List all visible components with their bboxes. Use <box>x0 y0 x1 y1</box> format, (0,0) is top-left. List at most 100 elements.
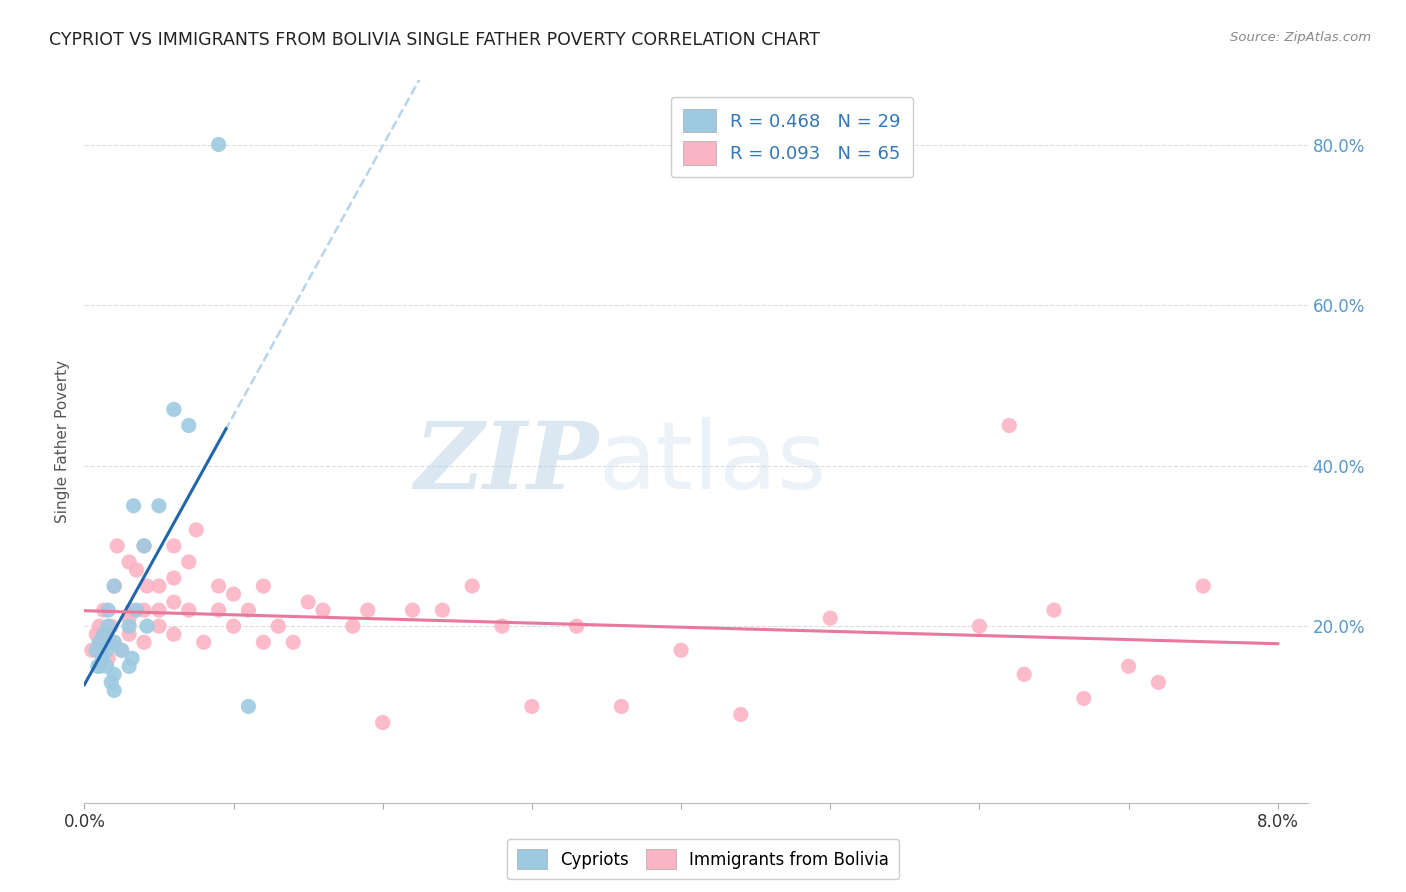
Point <box>97 651 120 665</box>
Point <box>238 699 260 714</box>
Point <box>163 627 186 641</box>
Point <box>818 611 841 625</box>
Point <box>100 675 122 690</box>
Point <box>118 627 141 641</box>
Point <box>1192 579 1215 593</box>
Point <box>121 651 143 665</box>
Point <box>89 635 111 649</box>
Point <box>669 643 692 657</box>
Point <box>103 579 125 593</box>
Point <box>969 619 991 633</box>
Point <box>238 603 260 617</box>
Point <box>186 523 208 537</box>
Point <box>103 683 125 698</box>
Point <box>163 595 186 609</box>
Point <box>610 699 633 714</box>
Point <box>105 539 128 553</box>
Point <box>118 619 141 633</box>
Point <box>118 611 141 625</box>
Point <box>163 402 186 417</box>
Point <box>103 635 125 649</box>
Point <box>432 603 454 617</box>
Point <box>103 667 125 681</box>
Point <box>148 499 170 513</box>
Point <box>89 659 111 673</box>
Point <box>357 603 380 617</box>
Point <box>96 659 118 673</box>
Point <box>207 603 229 617</box>
Point <box>84 643 107 657</box>
Point <box>111 643 134 657</box>
Point <box>89 635 111 649</box>
Point <box>401 603 423 617</box>
Point <box>84 627 107 641</box>
Point <box>222 619 245 633</box>
Point <box>80 643 103 657</box>
Point <box>87 659 110 673</box>
Text: atlas: atlas <box>598 417 827 509</box>
Point <box>491 619 513 633</box>
Text: Source: ZipAtlas.com: Source: ZipAtlas.com <box>1230 31 1371 45</box>
Y-axis label: Single Father Poverty: Single Father Poverty <box>55 360 70 523</box>
Point <box>371 715 394 730</box>
Point <box>998 418 1021 433</box>
Point <box>193 635 215 649</box>
Point <box>93 627 115 641</box>
Point <box>177 418 200 433</box>
Point <box>730 707 752 722</box>
Point <box>342 619 364 633</box>
Point <box>97 619 120 633</box>
Point <box>148 579 170 593</box>
Point <box>148 603 170 617</box>
Point <box>121 603 143 617</box>
Point <box>163 571 186 585</box>
Point <box>132 603 155 617</box>
Point <box>207 137 229 152</box>
Point <box>1147 675 1170 690</box>
Point <box>96 643 118 657</box>
Point <box>89 619 111 633</box>
Legend: R = 0.468   N = 29, R = 0.093   N = 65: R = 0.468 N = 29, R = 0.093 N = 65 <box>671 96 914 178</box>
Point <box>91 643 114 657</box>
Point <box>93 603 115 617</box>
Point <box>297 595 319 609</box>
Point <box>283 635 305 649</box>
Point <box>97 603 120 617</box>
Point <box>98 635 121 649</box>
Point <box>118 659 141 673</box>
Point <box>1073 691 1095 706</box>
Point <box>132 635 155 649</box>
Point <box>252 635 274 649</box>
Point <box>252 579 274 593</box>
Point <box>163 539 186 553</box>
Point <box>103 635 125 649</box>
Point <box>267 619 290 633</box>
Point <box>125 603 148 617</box>
Point <box>461 579 484 593</box>
Text: ZIP: ZIP <box>413 418 598 508</box>
Point <box>565 619 588 633</box>
Point <box>111 643 134 657</box>
Point <box>100 619 122 633</box>
Point <box>1118 659 1140 673</box>
Point <box>91 651 114 665</box>
Point <box>136 579 159 593</box>
Point <box>132 539 155 553</box>
Point <box>207 579 229 593</box>
Point <box>103 579 125 593</box>
Point <box>132 539 155 553</box>
Point <box>520 699 543 714</box>
Point <box>96 627 118 641</box>
Point <box>312 603 335 617</box>
Point <box>177 603 200 617</box>
Point <box>118 555 141 569</box>
Point <box>177 555 200 569</box>
Legend: Cypriots, Immigrants from Bolivia: Cypriots, Immigrants from Bolivia <box>508 838 898 880</box>
Point <box>125 563 148 577</box>
Point <box>222 587 245 601</box>
Point <box>1043 603 1066 617</box>
Text: CYPRIOT VS IMMIGRANTS FROM BOLIVIA SINGLE FATHER POVERTY CORRELATION CHART: CYPRIOT VS IMMIGRANTS FROM BOLIVIA SINGL… <box>49 31 820 49</box>
Point <box>122 499 145 513</box>
Point <box>148 619 170 633</box>
Point <box>1012 667 1035 681</box>
